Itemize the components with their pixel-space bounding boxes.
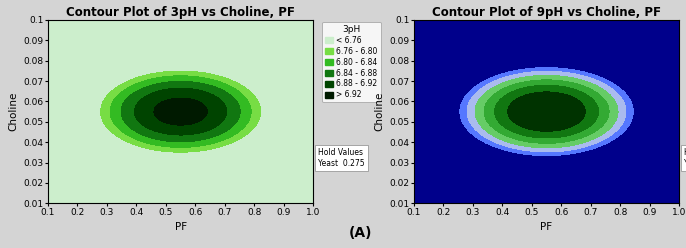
Y-axis label: Choline: Choline (374, 92, 384, 131)
Y-axis label: Choline: Choline (8, 92, 18, 131)
X-axis label: PF: PF (174, 222, 187, 232)
X-axis label: PF: PF (541, 222, 553, 232)
Title: Contour Plot of 3pH vs Choline, PF: Contour Plot of 3pH vs Choline, PF (66, 6, 295, 19)
Text: Hold Values
Yeast  0.275: Hold Values Yeast 0.275 (685, 148, 686, 168)
Text: (A): (A) (349, 226, 372, 240)
Legend: < 6.76, 6.76 - 6.80, 6.80 - 6.84, 6.84 - 6.88, 6.88 - 6.92, > 6.92: < 6.76, 6.76 - 6.80, 6.80 - 6.84, 6.84 -… (322, 22, 381, 102)
Title: Contour Plot of 9pH vs Choline, PF: Contour Plot of 9pH vs Choline, PF (432, 6, 661, 19)
Text: Hold Values
Yeast  0.275: Hold Values Yeast 0.275 (318, 148, 365, 168)
